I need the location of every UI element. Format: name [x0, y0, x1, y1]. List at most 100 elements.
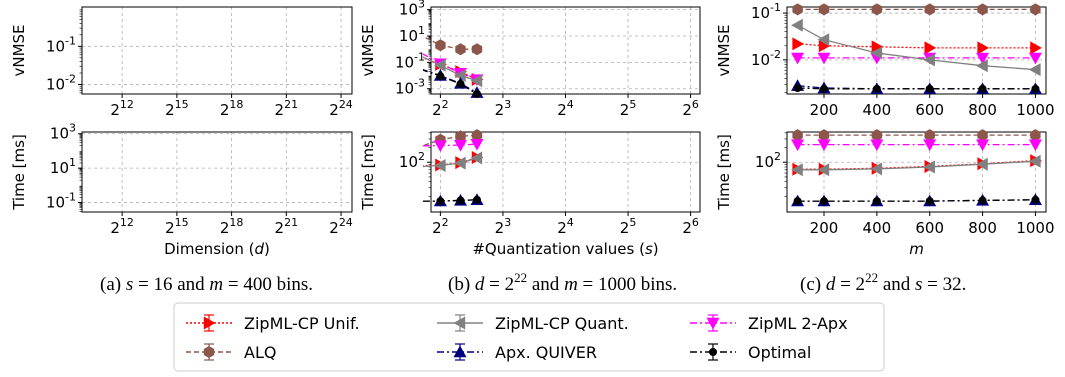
data-point-optimal	[872, 197, 881, 206]
axes-frame	[81, 131, 353, 213]
data-point-optimal	[793, 84, 802, 93]
data-point-twoapx	[817, 52, 831, 65]
data-point-cpquant	[923, 160, 935, 174]
y-tick-label: 102	[755, 150, 781, 171]
data-point-optimal	[1031, 84, 1040, 93]
axes-frame	[81, 6, 353, 95]
x-tick-label: 200	[810, 101, 839, 119]
legend-entry-quiver: Apx. QUIVER	[437, 343, 597, 362]
x-tick-label: 23	[495, 98, 512, 119]
y-axis-label: Time [ms]	[10, 134, 28, 211]
data-point-cpquant	[817, 163, 830, 177]
x-axis-label: #Quantization values (s)	[472, 240, 658, 258]
x-tick-label: 218	[220, 216, 244, 237]
data-point-alq	[471, 129, 483, 142]
x-tick-label: 212	[110, 216, 134, 237]
data-point-optimal	[456, 79, 465, 88]
legend-entry-alq: ALQ	[186, 343, 276, 362]
panel-c-bot: 200 400 600 800 1000 102 Time [ms] m	[715, 129, 1055, 258]
y-tick-label: 10-3	[395, 77, 425, 98]
x-tick-label: 1000	[1016, 101, 1054, 119]
data-point-alq	[373, 3, 383, 15]
y-tick-label: 10-1	[46, 34, 76, 55]
data-point-cpquant	[433, 158, 446, 172]
legend-marker	[453, 316, 466, 330]
legend-box	[173, 302, 885, 372]
legend-label: ZipML-CP Quant.	[495, 314, 629, 333]
data-point-cpquant	[791, 163, 803, 177]
data-point-alq	[1030, 129, 1041, 142]
series-line-alq	[423, 35, 477, 50]
data-point-optimal	[472, 195, 481, 204]
y-axis-label: vNMSE	[715, 24, 733, 76]
x-tick-label: 23	[495, 216, 512, 237]
legend-label: ZipML 2-Apx	[748, 314, 848, 333]
x-tick-label: 800	[968, 219, 997, 237]
data-point-optimal	[1031, 195, 1040, 204]
series-line-cpquant	[797, 24, 1036, 71]
data-point-alq	[455, 130, 466, 143]
x-tick-label: 600	[915, 219, 944, 237]
x-tick-label: 221	[275, 98, 299, 119]
data-point-cpquant	[923, 53, 935, 67]
x-tick-label: 22	[432, 98, 449, 119]
data-point-alq	[455, 43, 466, 56]
y-axis-label: vNMSE	[359, 24, 377, 76]
y-axis-label: vNMSE	[10, 24, 28, 76]
x-tick-label: 400	[863, 101, 892, 119]
data-point-twoapx	[976, 52, 990, 65]
caption-a: (a) s = 16 and m = 400 bins.	[100, 274, 313, 295]
data-point-alq	[818, 3, 830, 16]
data-point-alq	[792, 3, 803, 16]
legend-entry-optimal: Optimal	[690, 343, 811, 362]
data-point-cpquant	[1028, 154, 1041, 168]
x-tick-label: 218	[220, 98, 244, 119]
x-axis-label: m	[909, 240, 924, 258]
panel-a-top: 212 215 218 221 224 10-2 10-1 vNMSE	[10, 6, 353, 119]
data-point-alq	[818, 129, 830, 142]
series-group	[408, 129, 484, 207]
series-group	[373, 3, 484, 98]
x-tick-label: 212	[110, 98, 134, 119]
data-point-cpunif	[818, 39, 831, 53]
data-point-optimal	[820, 84, 828, 93]
x-axis-label: Dimension (d)	[164, 240, 270, 258]
data-point-cpquant	[976, 59, 988, 73]
y-tick-label: 103	[399, 0, 425, 19]
data-point-cpquant	[470, 74, 483, 88]
data-point-cpquant	[976, 157, 988, 171]
data-point-optimal	[872, 84, 881, 93]
series-group	[791, 129, 1042, 207]
data-point-alq	[924, 3, 935, 16]
data-point-quiver	[408, 195, 421, 207]
grid	[787, 7, 1046, 94]
captions: (a) s = 16 and m = 400 bins. (b) d = 222 …	[100, 270, 966, 295]
x-tick-label: 800	[968, 101, 997, 119]
x-tick-label: 224	[329, 98, 353, 119]
x-tick-label: 24	[557, 98, 574, 119]
x-tick-label: 221	[275, 216, 299, 237]
legend-marker	[453, 345, 467, 358]
data-point-optimal	[820, 197, 828, 206]
data-point-cpunif	[977, 41, 990, 55]
y-tick-label: 102	[399, 150, 425, 171]
y-axis-label: Time [ms]	[715, 134, 733, 211]
data-point-twoapx	[470, 138, 484, 151]
data-point-optimal	[436, 197, 445, 206]
data-point-twoapx	[976, 139, 990, 152]
x-tick-label: 25	[620, 216, 637, 237]
x-tick-label: 25	[620, 98, 637, 119]
data-point-optimal	[472, 89, 481, 98]
data-point-twoapx	[454, 139, 468, 152]
legend-marker	[706, 317, 720, 330]
panel-b-bot: 22 23 24 25 26 102 Time [ms] #Quantization valu…	[359, 129, 701, 258]
data-point-alq	[1030, 3, 1041, 16]
x-tick-label: 215	[165, 216, 189, 237]
data-point-optimal	[925, 84, 934, 93]
x-tick-label: 22	[432, 216, 449, 237]
panel-b-top: 22 23 24 25 26 10-3 10-1 101 103 vNMSE	[359, 0, 701, 119]
data-point-optimal	[978, 196, 987, 205]
data-point-optimal	[793, 197, 802, 206]
